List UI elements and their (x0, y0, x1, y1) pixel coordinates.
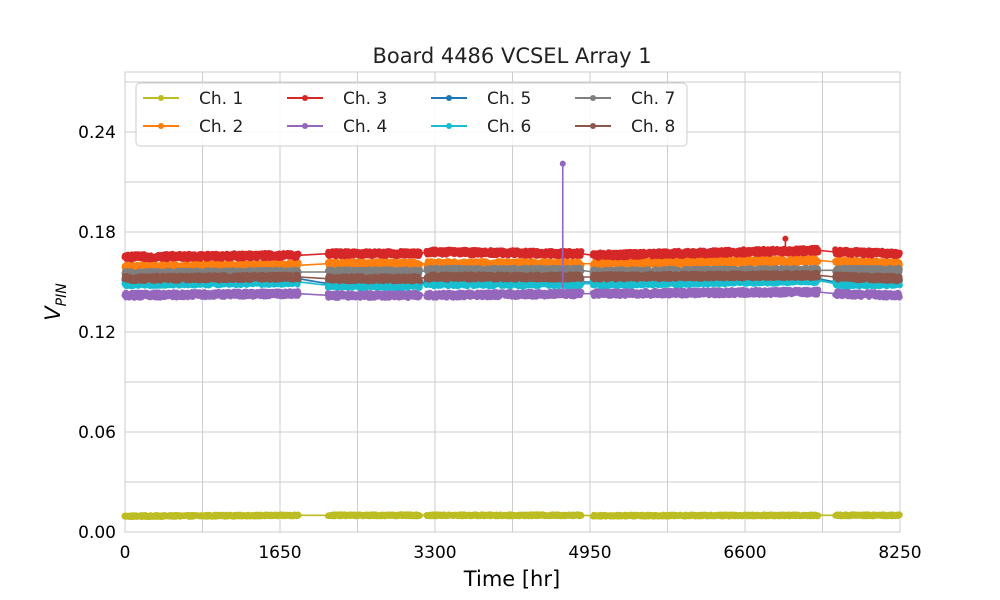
series-ch3 (121, 244, 903, 263)
series-marker (121, 253, 129, 261)
grid (124, 72, 901, 533)
x-tick-label: 4950 (568, 543, 611, 563)
series-band (324, 279, 423, 291)
y-tick-label: 0.06 (78, 423, 116, 443)
y-tick-label: 0.00 (78, 523, 116, 543)
x-tick-label: 0 (120, 543, 131, 563)
legend-item: Ch. 2 (143, 117, 243, 137)
y-axis-label-main: V (41, 305, 65, 321)
x-axis-label: Time [hr] (463, 567, 560, 591)
legend-item: Ch. 4 (287, 117, 387, 137)
series-band (122, 511, 302, 520)
spike-marker (559, 160, 566, 167)
legend-swatch-marker (302, 95, 308, 101)
tick-labels: 0 1650 3300 4950 6600 8250 0.00 0.06 0.12 0.18 0.2… (78, 123, 921, 563)
series-band (423, 258, 585, 270)
series-band (832, 511, 903, 520)
series-band (122, 288, 302, 301)
y-axis-label-subscript: PIN (54, 283, 70, 307)
legend-label: Ch. 8 (631, 117, 675, 137)
series-band (832, 264, 903, 276)
spike-marker (782, 235, 789, 242)
series-band (324, 266, 423, 278)
series-band (122, 249, 302, 263)
x-tick-label: 8250 (878, 543, 921, 563)
series-band (589, 511, 822, 520)
legend-item: Ch. 3 (287, 89, 387, 109)
y-tick-label: 0.18 (78, 223, 116, 243)
series-band (589, 286, 822, 299)
legend-label: Ch. 7 (631, 89, 675, 109)
series-band (324, 258, 423, 270)
series-band (589, 254, 822, 270)
series-band (832, 256, 903, 270)
legend-swatch-marker (158, 123, 164, 129)
x-tick-label: 6600 (723, 543, 766, 563)
legend-label: Ch. 2 (199, 117, 243, 137)
legend-swatch-marker (446, 95, 452, 101)
series-marker (121, 512, 129, 520)
y-tick-label: 0.24 (78, 123, 116, 143)
series-band (423, 271, 585, 283)
x-tick-label: 1650 (258, 543, 301, 563)
series-band (423, 511, 585, 520)
legend-swatch-marker (590, 95, 596, 101)
series-band (589, 244, 822, 261)
legend: Ch. 1 Ch. 2 Ch. 3 Ch. 4 Ch. 5 Ch. 6 Ch. 7 Ch. 8 (135, 82, 688, 147)
legend-label: Ch. 4 (343, 117, 387, 137)
chart-title: Board 4486 VCSEL Array 1 (372, 44, 651, 68)
legend-swatch-marker (302, 123, 308, 129)
y-axis-label: VPIN (41, 283, 70, 321)
series-band (324, 289, 423, 301)
legend-swatch-marker (590, 123, 596, 129)
legend-label: Ch. 5 (487, 89, 531, 109)
series-band (832, 246, 903, 259)
series-band (423, 288, 585, 301)
legend-box (135, 82, 688, 147)
legend-label: Ch. 6 (487, 117, 531, 137)
x-tick-label: 3300 (413, 543, 456, 563)
legend-swatch-marker (446, 123, 452, 129)
series-band (832, 271, 903, 285)
series-band (423, 246, 585, 260)
y-axis-label-group: VPIN (41, 283, 70, 321)
series-band (324, 511, 423, 520)
series-marker (121, 275, 129, 283)
legend-item: Ch. 6 (431, 117, 531, 137)
legend-item: Ch. 8 (575, 117, 675, 137)
series-band (832, 288, 903, 301)
legend-label: Ch. 1 (199, 89, 243, 109)
series-ch8 (121, 269, 903, 285)
series-ch1 (121, 511, 903, 520)
series-band (122, 259, 302, 273)
legend-item: Ch. 1 (143, 89, 243, 109)
data-layer (121, 160, 903, 520)
series-band (122, 271, 302, 285)
series-band (589, 274, 822, 290)
y-tick-label: 0.12 (78, 323, 116, 343)
series-band (324, 248, 423, 260)
legend-item: Ch. 7 (575, 89, 675, 109)
series-marker (121, 291, 129, 299)
legend-swatch-marker (158, 95, 164, 101)
series-ch2 (121, 254, 903, 273)
legend-item: Ch. 5 (431, 89, 531, 109)
series-band (589, 269, 822, 283)
legend-label: Ch. 3 (343, 89, 387, 109)
series-ch4 (121, 286, 903, 301)
series-band (324, 273, 423, 285)
series-band (423, 278, 585, 290)
